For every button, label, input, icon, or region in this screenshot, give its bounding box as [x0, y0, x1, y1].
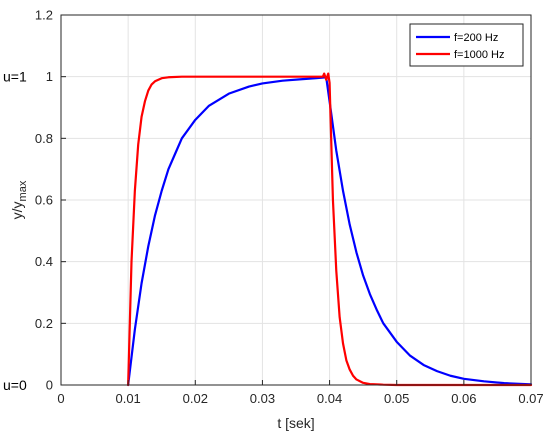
legend-box [409, 23, 524, 67]
annotation-label: u=0 [3, 377, 27, 393]
y-tick-label: 0.2 [35, 316, 53, 331]
y-axis-title-subscript: max [17, 180, 29, 201]
y-tick-label: 1 [46, 69, 53, 84]
series-line-1 [127, 76, 533, 387]
y-tick-label: 0.4 [35, 254, 53, 269]
legend-label: f=1000 Hz [454, 49, 504, 61]
annotation-label: u=1 [3, 69, 27, 85]
x-tick-label: 0.07 [518, 391, 543, 406]
y-tick-label: 0 [46, 378, 53, 393]
legend: f=200 Hz f=1000 Hz [409, 23, 524, 67]
y-axis-title-main: y/y [9, 201, 25, 219]
series-layer [127, 72, 533, 387]
x-tick-label: 0 [57, 391, 64, 406]
y-tick-label: 1.2 [35, 8, 53, 23]
x-tick-label: 0.01 [115, 391, 140, 406]
x-tick-label: 0.06 [451, 391, 476, 406]
x-tick-label: 0.04 [317, 391, 342, 406]
y-axis-title: y/ymax [9, 180, 29, 219]
y-tick-labels: 0 0.2 0.4 0.6 0.8 1 1.2 [35, 8, 66, 393]
side-annotations: u=1 u=0 [3, 69, 27, 393]
x-tick-labels: 0 0.01 0.02 0.03 0.04 0.05 0.06 0.07 [57, 380, 544, 406]
x-tick-label: 0.02 [183, 391, 208, 406]
y-tick-label: 0.6 [35, 193, 53, 208]
series-line-2 [127, 72, 533, 387]
y-tick-label: 0.8 [35, 131, 53, 146]
x-tick-label: 0.03 [250, 391, 275, 406]
x-tick-label: 0.05 [384, 391, 409, 406]
legend-label: f=200 Hz [454, 32, 498, 44]
x-axis-title: t [sek] [277, 415, 314, 431]
